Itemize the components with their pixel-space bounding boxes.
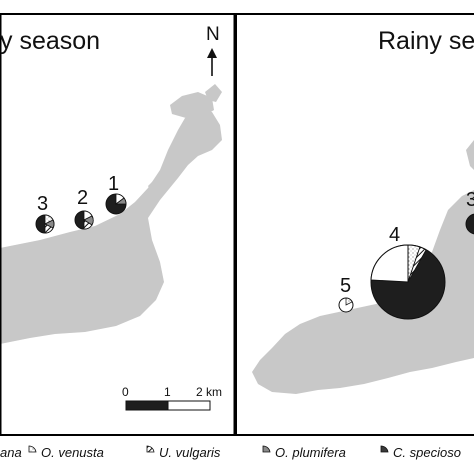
- legend-swatch-gray: [262, 445, 271, 453]
- scale-tick-2: 2 km: [196, 385, 223, 399]
- left-panel-title: y season: [0, 27, 101, 55]
- pie-site-5: [338, 297, 354, 313]
- left-panel-frame: [0, 13, 236, 436]
- north-arrow-icon: [207, 48, 217, 76]
- pie-site-1: [105, 193, 127, 215]
- site-label-5: 5: [340, 275, 352, 297]
- site-label-2: 2: [77, 187, 89, 209]
- pie-site-3-right: [465, 213, 474, 235]
- pie-site-4: [370, 244, 446, 320]
- scale-bar: [125, 400, 211, 411]
- right-panel-frame: [235, 13, 474, 436]
- left-panel-land: [0, 84, 222, 344]
- legend-swatches: [28, 445, 389, 453]
- pie-site-3: [35, 214, 55, 234]
- scale-tick-1: 1: [164, 385, 171, 399]
- site-label-1: 1: [108, 173, 120, 195]
- right-panel-title: Rainy se: [378, 27, 474, 55]
- legend-label-4: O. plumifera: [275, 445, 346, 460]
- right-panel-land: [252, 140, 474, 394]
- pie-site-2: [74, 210, 94, 230]
- north-label: N: [206, 24, 220, 45]
- legend-label-1: ana: [0, 445, 22, 460]
- site-label-3: 3: [37, 193, 49, 215]
- site-label-4: 4: [389, 224, 401, 246]
- legend-label-5: C. specioso: [393, 445, 461, 460]
- legend-label-2: O. venusta: [41, 445, 104, 460]
- site-label-3-right: 3: [466, 189, 474, 211]
- legend-label-3: U. vulgaris: [159, 445, 221, 460]
- legend-swatch-dotted: [28, 445, 37, 453]
- legend-swatch-dark: [380, 445, 389, 453]
- scale-tick-0: 0: [122, 385, 129, 399]
- legend-swatch-hatched: [146, 445, 155, 453]
